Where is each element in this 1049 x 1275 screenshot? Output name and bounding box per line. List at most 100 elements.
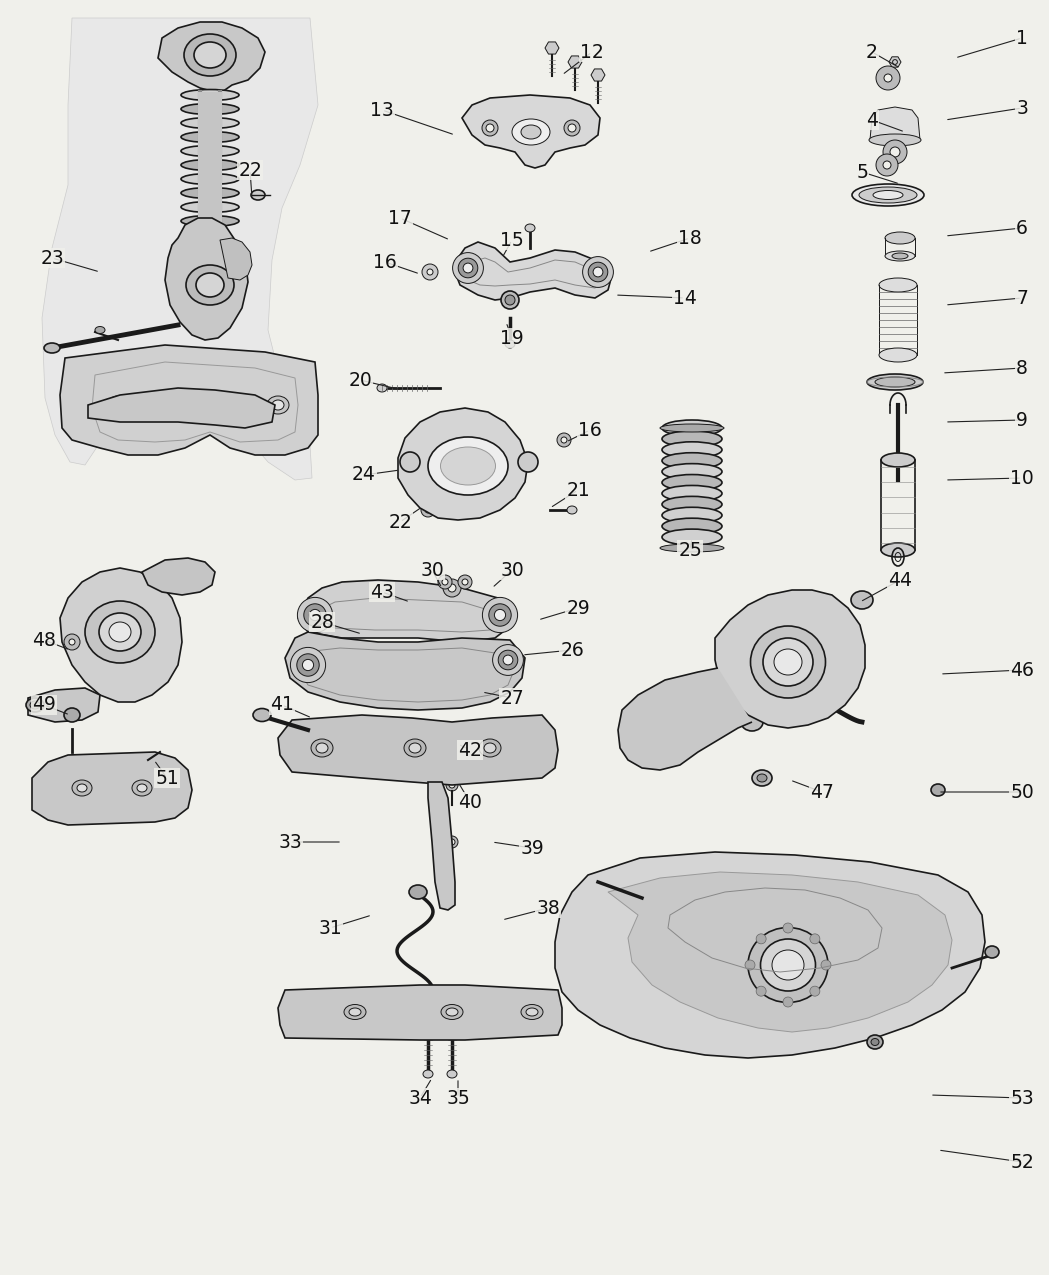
Ellipse shape <box>890 147 900 157</box>
Ellipse shape <box>481 120 498 136</box>
Ellipse shape <box>493 645 523 676</box>
Text: 1: 1 <box>1016 28 1028 47</box>
Text: 26: 26 <box>560 640 584 659</box>
Ellipse shape <box>821 960 831 970</box>
Ellipse shape <box>181 187 239 199</box>
Text: 21: 21 <box>566 481 590 500</box>
Ellipse shape <box>593 266 603 277</box>
Ellipse shape <box>112 400 124 411</box>
Polygon shape <box>165 218 248 340</box>
Ellipse shape <box>757 774 767 782</box>
Text: 13: 13 <box>370 101 393 120</box>
Ellipse shape <box>662 496 722 513</box>
Ellipse shape <box>181 89 239 101</box>
Ellipse shape <box>748 927 828 1002</box>
Polygon shape <box>42 18 318 479</box>
Ellipse shape <box>774 649 802 674</box>
Text: 46: 46 <box>1010 660 1034 680</box>
Ellipse shape <box>662 431 722 448</box>
Ellipse shape <box>107 397 129 414</box>
Ellipse shape <box>44 343 60 353</box>
Ellipse shape <box>99 613 141 652</box>
Ellipse shape <box>448 584 456 592</box>
Ellipse shape <box>756 933 766 944</box>
Text: 50: 50 <box>1010 783 1034 802</box>
Polygon shape <box>889 57 901 68</box>
Text: 16: 16 <box>373 252 397 272</box>
Ellipse shape <box>873 190 903 199</box>
Ellipse shape <box>316 743 328 754</box>
Ellipse shape <box>881 543 915 557</box>
Ellipse shape <box>783 923 793 933</box>
Ellipse shape <box>194 42 226 68</box>
Text: 6: 6 <box>1016 218 1028 237</box>
Polygon shape <box>455 242 612 300</box>
Text: 19: 19 <box>500 329 523 348</box>
Polygon shape <box>608 872 952 1031</box>
Ellipse shape <box>876 154 898 176</box>
Ellipse shape <box>251 190 265 200</box>
Ellipse shape <box>404 740 426 757</box>
Ellipse shape <box>309 609 321 621</box>
Ellipse shape <box>422 264 438 280</box>
Ellipse shape <box>884 74 892 82</box>
Ellipse shape <box>852 184 924 207</box>
Polygon shape <box>555 852 985 1058</box>
Text: 15: 15 <box>500 231 523 250</box>
Text: 12: 12 <box>580 42 604 61</box>
Text: 27: 27 <box>500 688 523 708</box>
Polygon shape <box>462 96 600 168</box>
Ellipse shape <box>885 232 915 244</box>
Text: 42: 42 <box>458 741 481 760</box>
Text: 22: 22 <box>388 513 412 532</box>
Polygon shape <box>568 56 582 68</box>
Ellipse shape <box>881 453 915 467</box>
Ellipse shape <box>400 453 420 472</box>
Ellipse shape <box>505 340 515 348</box>
Ellipse shape <box>660 425 724 432</box>
Ellipse shape <box>883 140 907 164</box>
Ellipse shape <box>588 263 607 282</box>
Ellipse shape <box>479 740 501 757</box>
Ellipse shape <box>425 507 431 513</box>
Text: 35: 35 <box>446 1089 470 1108</box>
Ellipse shape <box>272 400 284 411</box>
Ellipse shape <box>69 639 74 645</box>
Text: 14: 14 <box>673 288 697 307</box>
Ellipse shape <box>458 259 477 278</box>
Polygon shape <box>715 590 865 728</box>
Polygon shape <box>88 388 275 428</box>
Polygon shape <box>142 558 215 595</box>
Ellipse shape <box>810 933 820 944</box>
Ellipse shape <box>521 1005 543 1020</box>
Text: 44: 44 <box>889 570 912 589</box>
Ellipse shape <box>568 506 577 514</box>
Ellipse shape <box>64 708 80 722</box>
Ellipse shape <box>892 252 908 259</box>
Ellipse shape <box>181 103 239 115</box>
Ellipse shape <box>660 544 724 552</box>
Ellipse shape <box>446 779 458 790</box>
Polygon shape <box>428 782 455 910</box>
Ellipse shape <box>932 784 945 796</box>
Polygon shape <box>870 107 920 140</box>
Ellipse shape <box>505 295 515 305</box>
Ellipse shape <box>297 654 319 676</box>
Text: 2: 2 <box>866 42 878 61</box>
Ellipse shape <box>662 507 722 523</box>
Ellipse shape <box>304 604 326 626</box>
Polygon shape <box>33 752 192 825</box>
Text: 17: 17 <box>388 209 412 227</box>
Ellipse shape <box>851 592 873 609</box>
Ellipse shape <box>512 119 550 145</box>
Polygon shape <box>60 346 318 455</box>
Polygon shape <box>285 632 524 710</box>
Ellipse shape <box>868 374 923 390</box>
Ellipse shape <box>662 518 722 534</box>
Ellipse shape <box>421 504 435 516</box>
Ellipse shape <box>483 598 517 632</box>
Text: 34: 34 <box>408 1089 432 1108</box>
Ellipse shape <box>662 474 722 491</box>
Ellipse shape <box>428 437 508 495</box>
Text: 25: 25 <box>678 541 702 560</box>
